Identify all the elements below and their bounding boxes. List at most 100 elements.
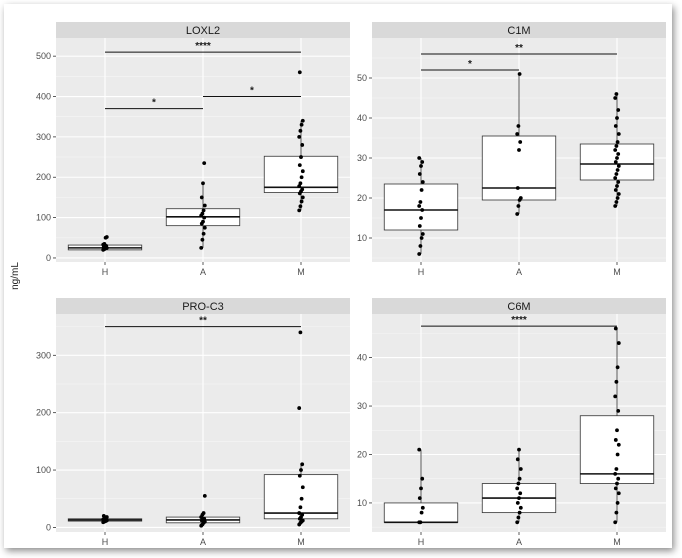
y-tick-label: 200 [36, 172, 51, 182]
box-h [383, 156, 459, 256]
data-point [616, 180, 621, 184]
y-tick-label: 300 [36, 350, 51, 360]
data-point [417, 447, 422, 452]
data-point [299, 496, 304, 501]
data-point [615, 481, 619, 486]
x-tick-label: H [102, 267, 109, 277]
significance-label: **** [195, 41, 211, 52]
data-point [300, 187, 305, 192]
y-tick-label: 200 [36, 408, 51, 418]
data-point [417, 252, 422, 256]
data-point [418, 244, 423, 248]
box-m [263, 330, 339, 527]
data-point [515, 501, 520, 505]
data-point [201, 511, 206, 515]
data-point [615, 452, 620, 457]
data-point [202, 516, 207, 521]
data-point [202, 493, 207, 498]
box-m [263, 70, 339, 213]
data-point [297, 208, 302, 213]
data-point [615, 365, 620, 370]
data-point [518, 196, 523, 200]
data-point [616, 408, 621, 413]
panel-c6m: C6M 10 20 30 40 H A M **** [357, 298, 666, 547]
facet-strip [372, 22, 666, 38]
data-point [299, 199, 304, 204]
y-tick-label: 50 [357, 73, 367, 83]
y-tick-label: 500 [36, 51, 51, 61]
data-point [297, 406, 302, 410]
box-a [165, 161, 241, 250]
data-point [616, 164, 621, 168]
data-point [300, 169, 305, 174]
data-point [418, 200, 423, 204]
box-a [481, 72, 557, 216]
data-point [517, 72, 522, 76]
significance-label: **** [511, 315, 527, 326]
significance-label: * [152, 98, 156, 109]
significance-label: * [250, 86, 254, 97]
data-point [613, 188, 618, 192]
x-tick-label: M [613, 267, 621, 277]
y-tick-label: 20 [357, 193, 367, 203]
box-iqr [579, 415, 655, 484]
data-point [615, 184, 619, 188]
data-point [613, 204, 618, 208]
data-point [298, 505, 303, 510]
data-point [614, 467, 619, 471]
data-point [516, 481, 521, 486]
data-point [201, 181, 205, 186]
data-point [300, 195, 305, 200]
data-point [102, 241, 107, 246]
data-point [419, 188, 424, 192]
data-point [615, 196, 620, 200]
data-point [300, 143, 305, 147]
box-h [67, 235, 143, 252]
x-tick-label: M [613, 537, 621, 547]
data-point [299, 122, 304, 127]
data-point [202, 161, 207, 166]
data-point [419, 216, 423, 220]
data-point [517, 447, 521, 452]
data-point [616, 192, 621, 196]
data-point [298, 204, 303, 209]
data-point [420, 232, 425, 236]
x-tick-label: H [418, 267, 425, 277]
data-point [199, 245, 204, 250]
data-point [101, 514, 106, 518]
data-point [613, 160, 618, 164]
data-point [614, 172, 619, 176]
x-tick-label: H [418, 537, 425, 547]
data-point [297, 511, 302, 515]
data-point [515, 186, 520, 190]
data-point [517, 510, 522, 515]
data-point [613, 148, 618, 152]
facet-strip [372, 298, 666, 314]
data-point [300, 518, 305, 523]
data-point [614, 144, 619, 148]
facet-title: C6M [507, 301, 530, 313]
data-point [297, 163, 302, 168]
data-point [417, 496, 422, 500]
y-tick-label: 40 [357, 113, 367, 123]
data-point [517, 476, 522, 481]
data-point [516, 124, 521, 128]
data-point [417, 224, 422, 228]
data-point [613, 520, 618, 525]
data-point [299, 175, 304, 180]
data-point [613, 471, 618, 476]
data-point [615, 168, 620, 172]
data-point [616, 491, 621, 496]
data-point [300, 462, 305, 467]
box-iqr [481, 135, 557, 201]
data-point [613, 394, 618, 399]
box-m [579, 92, 655, 208]
y-tick-label: 400 [36, 92, 51, 102]
significance-label: * [468, 59, 472, 70]
data-point [420, 208, 425, 212]
significance-label: ** [199, 316, 207, 327]
data-point [202, 215, 207, 220]
y-tick-label: 0 [46, 253, 51, 263]
data-point [298, 181, 303, 186]
